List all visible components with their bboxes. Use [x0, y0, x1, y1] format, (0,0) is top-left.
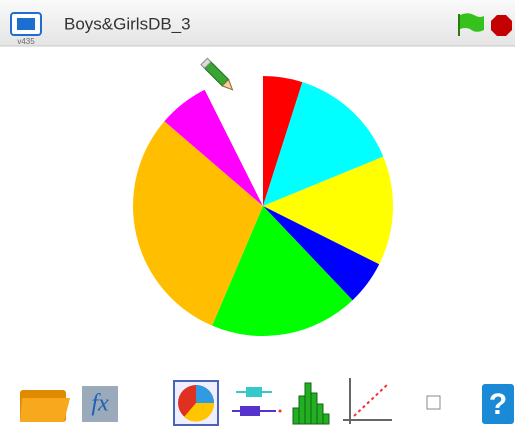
pie-slice — [204, 76, 263, 206]
svg-text:?: ? — [489, 388, 507, 421]
scatter-button[interactable] — [343, 378, 392, 424]
title-bar — [0, 0, 515, 46]
pie-slice — [133, 121, 263, 326]
svg-text:fx: fx — [91, 391, 109, 417]
pencil — [200, 57, 234, 91]
help-button[interactable]: ? — [482, 384, 514, 424]
green-flag[interactable] — [458, 13, 484, 36]
pie-slice — [263, 156, 393, 265]
pie-chart — [133, 76, 393, 336]
pie-slice — [164, 89, 263, 206]
pie-slice — [263, 82, 384, 206]
function-button[interactable]: fx — [82, 386, 118, 422]
pie-slice — [263, 76, 303, 206]
pie-button[interactable] — [173, 380, 219, 426]
pie-slice — [263, 206, 380, 301]
toolbar: fx ? — [20, 378, 514, 426]
histogram-button[interactable] — [292, 382, 330, 425]
version: v435 — [17, 37, 35, 46]
open-folder[interactable] — [20, 390, 70, 422]
boxplot-button[interactable] — [232, 387, 282, 416]
fullscreen-button[interactable] — [10, 12, 42, 36]
checkbox[interactable] — [426, 395, 441, 410]
stop-button[interactable] — [491, 15, 512, 36]
project-title: Boys&GirlsDB_3 — [64, 14, 191, 33]
pie-slice — [212, 206, 353, 336]
